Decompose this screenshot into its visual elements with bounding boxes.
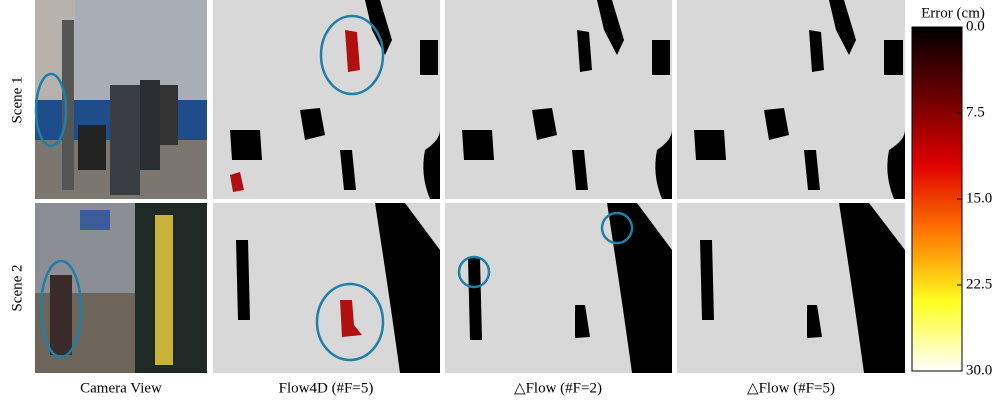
camera-image [34, 0, 207, 199]
point-cloud-panel [445, 0, 672, 199]
point-cloud-panel [677, 203, 905, 373]
column-label: Flow4D (#F=5) [279, 380, 374, 396]
point-cloud-panel [677, 0, 905, 199]
camera-image [35, 203, 207, 373]
colorbar-tick-label: 0.0 [966, 18, 985, 34]
colorbar-tick-label: 30.0 [966, 362, 992, 378]
row-label: Scene 2 [9, 264, 25, 311]
row-label: Scene 1 [9, 76, 25, 123]
point-cloud-panel [213, 203, 440, 373]
column-label: Camera View [80, 380, 162, 396]
point-cloud-panel [213, 0, 440, 199]
colorbar-label: Error (cm) [921, 5, 985, 21]
column-label: △Flow (#F=5) [747, 380, 835, 396]
column-label: △Flow (#F=2) [514, 380, 602, 396]
colorbar-tick-label: 15.0 [966, 190, 992, 206]
colorbar-tick-label: 7.5 [966, 104, 985, 120]
colorbar [911, 26, 963, 372]
point-cloud-panel [445, 203, 672, 373]
colorbar-tick-label: 22.5 [966, 276, 992, 292]
